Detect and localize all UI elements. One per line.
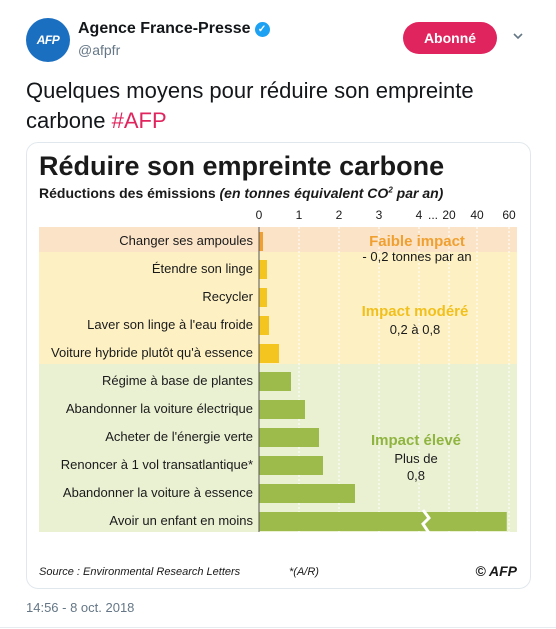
bar xyxy=(259,372,291,391)
bar xyxy=(259,400,305,419)
x-tick-label: 2 xyxy=(336,208,343,222)
category-label: Étendre son linge xyxy=(152,261,253,276)
impact-band xyxy=(39,364,517,532)
category-label: Régime à base de plantes xyxy=(102,373,254,388)
tweet-text-body: Quelques moyens pour réduire son emprein… xyxy=(26,78,474,133)
bar xyxy=(259,232,263,251)
bar xyxy=(259,428,319,447)
chart-title: Réduire son empreinte carbone xyxy=(39,151,445,181)
chart-footnote: *(A/R) xyxy=(289,566,319,578)
category-label: Laver son linge à l'eau froide xyxy=(87,317,253,332)
category-label: Abandonner la voiture à essence xyxy=(63,485,253,500)
bar xyxy=(259,484,355,503)
chevron-down-icon[interactable] xyxy=(512,30,524,42)
avatar[interactable]: AFP xyxy=(26,18,70,62)
author-name-text[interactable]: Agence France-Presse xyxy=(78,20,251,37)
tweet-timestamp[interactable]: 14:56 - 8 oct. 2018 xyxy=(26,600,135,615)
bar xyxy=(259,512,507,531)
group-label-low: Faible impact xyxy=(369,233,465,250)
bar xyxy=(259,316,269,335)
group-label-moderate: Impact modéré xyxy=(362,303,469,320)
axis-break-icon xyxy=(421,509,431,534)
category-label: Abandonner la voiture électrique xyxy=(66,401,253,416)
group-range-low: - 0,2 tonnes par an xyxy=(362,249,471,264)
category-label: Acheter de l'énergie verte xyxy=(105,429,253,444)
x-tick-label: 60 xyxy=(502,208,516,222)
hashtag-link[interactable]: #AFP xyxy=(111,108,167,133)
infographic-image[interactable]: Réduire son empreinte carbone Réductions… xyxy=(26,142,531,589)
chart-source: Source : Environmental Research Letters xyxy=(39,566,241,578)
bar xyxy=(259,456,323,475)
group-range-high: Plus de xyxy=(394,451,437,466)
tweet-text: Quelques moyens pour réduire son emprein… xyxy=(26,76,536,136)
x-tick-label: 0 xyxy=(256,208,263,222)
category-label: Voiture hybride plutôt qu'à essence xyxy=(51,345,253,360)
x-tick-label: 1 xyxy=(296,208,303,222)
group-range-moderate: 0,2 à 0,8 xyxy=(390,322,441,337)
x-tick-label: 3 xyxy=(376,208,383,222)
category-label: Recycler xyxy=(202,289,253,304)
afp-credit-logo: © AFP xyxy=(475,563,517,579)
category-label: Avoir un enfant en moins xyxy=(109,513,253,528)
x-tick-label: 4 xyxy=(416,208,423,222)
author-name[interactable]: Agence France-Presse ✓ xyxy=(78,20,270,38)
bar xyxy=(259,344,279,363)
chart-svg: 0 1 2 3 4... 20 40 60 Changer ses ampoules Étendr… xyxy=(39,208,518,579)
impact-band xyxy=(39,227,517,252)
x-tick-label: 20 xyxy=(442,208,456,222)
x-tick-label: 40 xyxy=(470,208,484,222)
chart-subtitle-unit: (en tonnes équivalent CO2 par an) xyxy=(219,185,444,201)
x-tick-label: ... xyxy=(428,208,438,222)
bar xyxy=(259,288,267,307)
category-label: Changer ses ampoules xyxy=(119,233,253,248)
chart-subtitle: Réductions des émissions (en tonnes équi… xyxy=(39,185,443,201)
chart-subtitle-main: Réductions des émissions xyxy=(39,185,216,201)
group-label-high: Impact élevé xyxy=(371,432,461,449)
author-handle[interactable]: @afpfr xyxy=(78,42,121,58)
follow-button[interactable]: Abonné xyxy=(403,22,497,54)
group-range-high-value: 0,8 xyxy=(407,468,425,483)
category-label: Renoncer à 1 vol transatlantique* xyxy=(61,457,253,472)
bar xyxy=(259,260,267,279)
divider xyxy=(0,627,556,628)
verified-badge-icon: ✓ xyxy=(254,22,270,37)
